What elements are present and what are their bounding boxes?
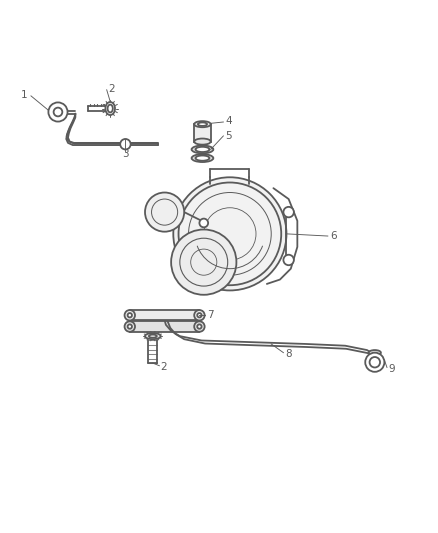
Ellipse shape: [191, 146, 213, 154]
Circle shape: [283, 255, 294, 265]
Ellipse shape: [194, 321, 205, 332]
Circle shape: [283, 207, 294, 217]
Text: 3: 3: [122, 149, 129, 159]
Ellipse shape: [197, 313, 201, 318]
Circle shape: [199, 219, 208, 228]
Ellipse shape: [195, 147, 209, 152]
Text: 2: 2: [108, 84, 115, 94]
Polygon shape: [130, 310, 199, 320]
Circle shape: [365, 353, 385, 372]
Text: 7: 7: [207, 310, 213, 320]
Circle shape: [48, 102, 67, 122]
Text: 9: 9: [389, 364, 396, 374]
Ellipse shape: [149, 335, 157, 338]
Ellipse shape: [191, 154, 213, 162]
Ellipse shape: [194, 121, 211, 127]
Ellipse shape: [145, 333, 161, 339]
Ellipse shape: [198, 123, 207, 126]
Circle shape: [171, 230, 237, 295]
Ellipse shape: [369, 350, 381, 356]
Ellipse shape: [195, 156, 209, 161]
Text: 1: 1: [21, 90, 28, 100]
Text: 4: 4: [225, 116, 232, 126]
Circle shape: [173, 177, 286, 290]
Text: 2: 2: [161, 361, 167, 372]
Circle shape: [120, 139, 131, 149]
Polygon shape: [194, 124, 211, 142]
Ellipse shape: [194, 139, 211, 144]
Ellipse shape: [124, 321, 135, 332]
Text: 8: 8: [285, 349, 292, 359]
Polygon shape: [130, 321, 199, 332]
Ellipse shape: [127, 325, 132, 329]
Ellipse shape: [194, 310, 205, 320]
Ellipse shape: [124, 310, 135, 320]
Text: 6: 6: [330, 231, 337, 241]
Ellipse shape: [106, 102, 115, 115]
Ellipse shape: [127, 313, 132, 318]
Circle shape: [145, 192, 184, 232]
Ellipse shape: [197, 325, 201, 329]
Text: 5: 5: [225, 131, 232, 141]
